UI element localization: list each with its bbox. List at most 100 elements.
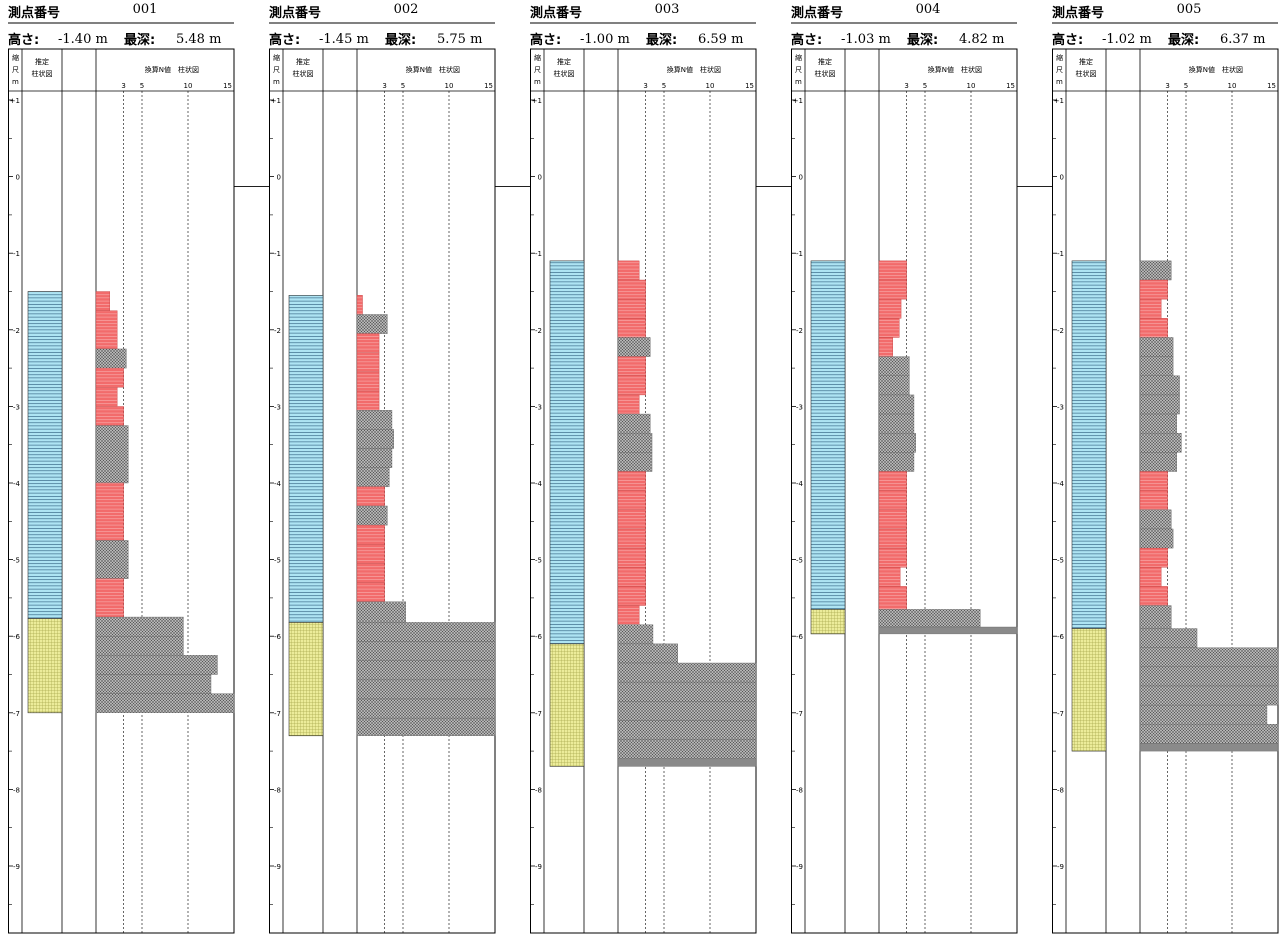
maxdepth-value: 4.82 m xyxy=(959,32,1004,47)
n-value-bar xyxy=(878,490,907,511)
n-value-bar xyxy=(1139,375,1180,396)
depth-tick-label: 0 xyxy=(16,174,20,182)
n-value-bar xyxy=(95,425,129,484)
depth-tick-label: -8 xyxy=(1057,786,1064,794)
depth-tick-label: -6 xyxy=(274,633,282,641)
n-value-bar xyxy=(356,314,388,334)
n-value-bar xyxy=(95,348,127,369)
n-tick-label: 10 xyxy=(445,82,454,90)
scale-col-label-2: 尺 xyxy=(795,66,802,74)
maxdepth-label: 最深: xyxy=(385,32,416,48)
n-tick-label: 5 xyxy=(923,82,927,90)
scale-col-label-1: 縮 xyxy=(534,53,541,62)
depth-tick-label: -2 xyxy=(535,327,542,335)
depth-tick-label: -2 xyxy=(796,327,803,335)
n-value-bar xyxy=(878,547,907,568)
maxdepth-label: 最深: xyxy=(1168,32,1199,48)
n-value-bar xyxy=(617,586,646,606)
n-value-bar xyxy=(1139,628,1198,648)
scale-col-label-1: 縮 xyxy=(273,53,280,62)
n-value-bar xyxy=(878,318,900,338)
n-value-bar xyxy=(617,413,651,434)
depth-tick-label: -1 xyxy=(274,250,281,258)
n-value-bar xyxy=(1139,490,1168,511)
n-value-bar xyxy=(1139,337,1174,357)
n-value-bar xyxy=(617,509,646,530)
n-value-bar xyxy=(878,586,907,610)
n-tick-label: 5 xyxy=(1184,82,1188,90)
column-col-label-1: 推定 xyxy=(296,57,310,66)
n-value-bar xyxy=(617,471,646,491)
n-value-bar xyxy=(617,567,646,587)
depth-tick-label: -5 xyxy=(796,557,803,565)
n-value-bar xyxy=(1139,279,1168,300)
n-value-bar xyxy=(1139,433,1182,453)
scale-col-label-3: m xyxy=(1056,78,1063,86)
n-value-bar xyxy=(617,662,757,683)
depth-tick-label: -7 xyxy=(535,710,542,718)
height-label: 高さ: xyxy=(269,32,300,48)
soil-layer-sand xyxy=(549,643,585,767)
point-label: 測点番号 xyxy=(530,5,582,21)
n-value-bar xyxy=(878,413,915,434)
depth-tick-label: 0 xyxy=(1060,174,1064,182)
n-value-bar xyxy=(617,318,646,338)
n-value-bar xyxy=(1139,318,1168,338)
n-value-bar xyxy=(617,701,757,721)
column-col-label-1: 推定 xyxy=(557,57,571,66)
depth-tick-label: -9 xyxy=(535,863,542,871)
depth-tick-label: 0 xyxy=(538,174,542,182)
n-value-bar xyxy=(356,679,496,700)
n-value-bar xyxy=(1139,528,1174,549)
n-tick-label: 3 xyxy=(643,82,647,90)
n-value-bar xyxy=(356,410,393,430)
scale-col-label-2: 尺 xyxy=(12,66,19,74)
maxdepth-label: 最深: xyxy=(907,32,938,48)
depth-tick-label: -4 xyxy=(13,480,21,488)
n-value-bar xyxy=(1139,605,1172,629)
height-value: -1.45 m xyxy=(319,32,369,47)
column-col-label-2: 柱状図 xyxy=(293,69,314,78)
n-value-bar xyxy=(95,674,212,694)
n-value-bar xyxy=(878,471,907,491)
n-tick-label: 5 xyxy=(662,82,666,90)
column-col-label-1: 推定 xyxy=(1079,57,1093,66)
n-value-bar xyxy=(878,626,1018,635)
n-value-bar xyxy=(878,433,916,453)
n-value-bar xyxy=(878,279,907,300)
n-value-bar xyxy=(356,448,393,468)
n-value-bar xyxy=(1139,647,1279,668)
n-tick-label: 10 xyxy=(184,82,193,90)
point-label: 測点番号 xyxy=(269,5,321,21)
scale-col-label-3: m xyxy=(12,78,19,86)
n-value-bar xyxy=(356,295,363,315)
n-value-bar xyxy=(617,681,757,702)
depth-tick-label: -5 xyxy=(1057,557,1064,565)
n-value-bar xyxy=(1139,298,1162,319)
panel-frame xyxy=(8,48,235,934)
depth-tick-label: -7 xyxy=(13,710,20,718)
n-value-bar xyxy=(95,693,235,714)
n-value-bar xyxy=(356,601,406,623)
point-id: 003 xyxy=(655,2,680,17)
n-value-bar xyxy=(356,582,385,602)
column-col-label-2: 柱状図 xyxy=(32,69,53,78)
n-tick-label: 3 xyxy=(904,82,908,90)
height-value: -1.02 m xyxy=(1102,32,1152,47)
n-value-bar xyxy=(878,528,907,549)
n-value-bar xyxy=(356,544,385,564)
depth-tick-label: -1 xyxy=(535,250,542,258)
scale-col-label-3: m xyxy=(534,78,541,86)
n-value-bar xyxy=(617,452,653,472)
soil-layer-sand xyxy=(288,622,324,737)
n-value-bar xyxy=(878,260,907,281)
n-value-bar xyxy=(356,698,496,719)
soil-layer-sand xyxy=(810,609,846,635)
n-value-bar xyxy=(617,624,654,645)
depth-tick-label: 0 xyxy=(277,174,281,182)
n-value-bar xyxy=(617,720,757,740)
scale-col-label-3: m xyxy=(795,78,802,86)
n-value-bar xyxy=(1139,547,1168,568)
n-value-bar xyxy=(1139,394,1180,415)
